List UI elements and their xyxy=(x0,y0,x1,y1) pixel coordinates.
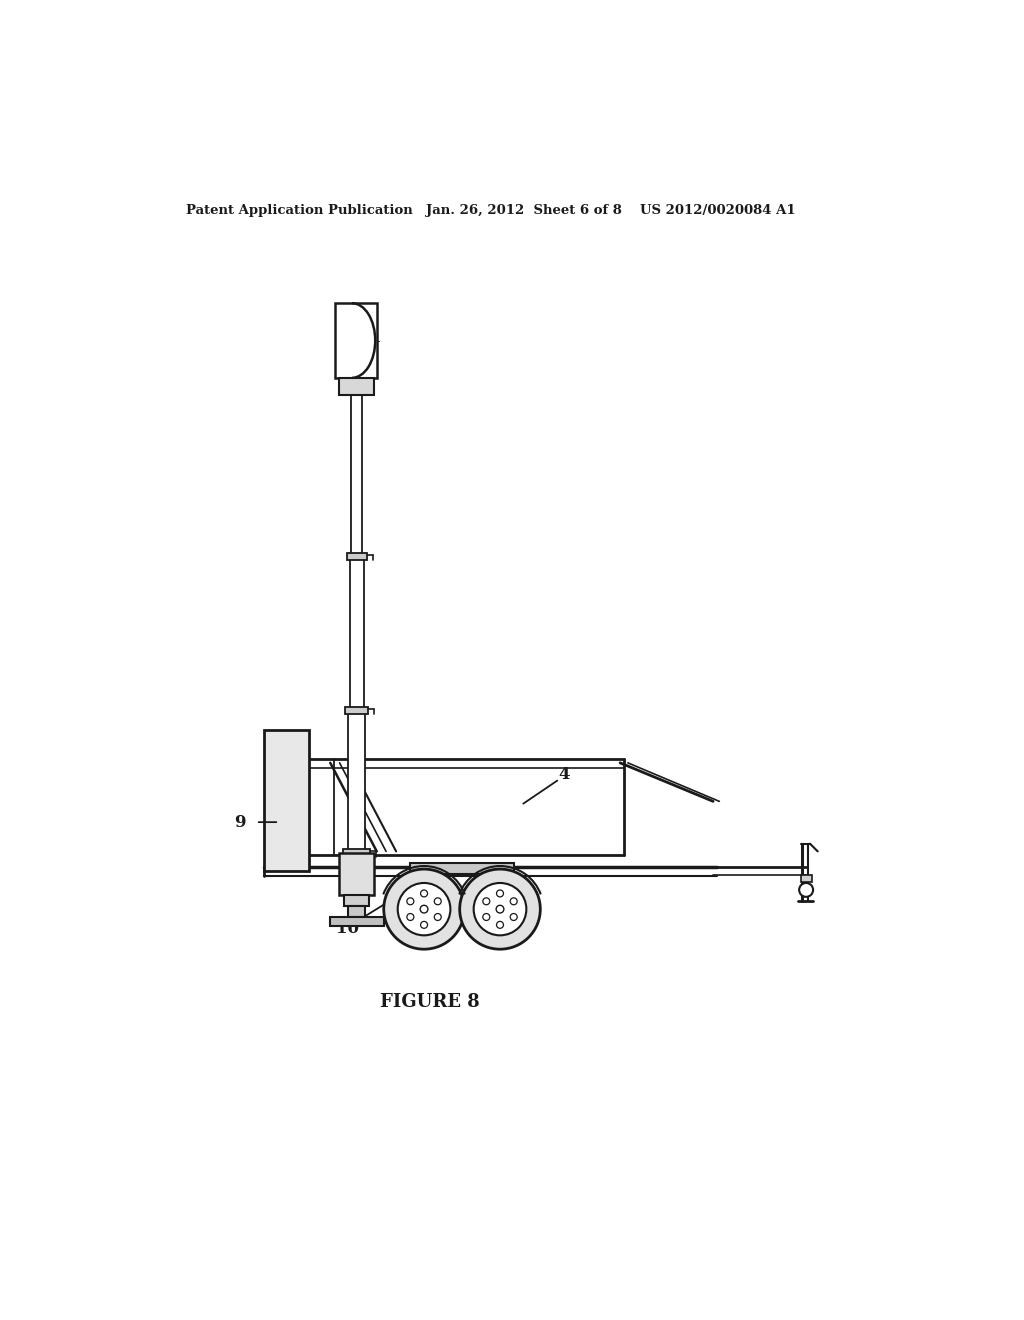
Bar xyxy=(343,849,370,857)
Text: FIGURE 8: FIGURE 8 xyxy=(380,993,480,1011)
Circle shape xyxy=(434,913,441,920)
Circle shape xyxy=(434,898,441,904)
Circle shape xyxy=(421,921,428,928)
Circle shape xyxy=(496,906,504,913)
Circle shape xyxy=(397,883,451,936)
Circle shape xyxy=(420,906,428,913)
Bar xyxy=(348,710,366,853)
Bar xyxy=(345,706,369,714)
Circle shape xyxy=(474,883,526,936)
Circle shape xyxy=(407,913,414,920)
Circle shape xyxy=(497,921,504,928)
Polygon shape xyxy=(335,304,377,378)
Circle shape xyxy=(460,869,541,949)
Text: Jan. 26, 2012  Sheet 6 of 8: Jan. 26, 2012 Sheet 6 of 8 xyxy=(426,205,623,218)
Bar xyxy=(410,863,514,874)
Circle shape xyxy=(407,898,414,904)
Bar xyxy=(349,557,364,710)
Text: US 2012/0020084 A1: US 2012/0020084 A1 xyxy=(640,205,795,218)
Bar xyxy=(339,378,375,395)
Text: 4: 4 xyxy=(558,766,569,783)
Bar xyxy=(330,917,384,927)
Bar xyxy=(351,395,362,557)
Text: Patent Application Publication: Patent Application Publication xyxy=(186,205,413,218)
Text: 10: 10 xyxy=(336,920,358,937)
Bar xyxy=(339,853,375,895)
Circle shape xyxy=(483,898,489,904)
Bar xyxy=(348,906,366,917)
Text: 9: 9 xyxy=(234,813,246,830)
Circle shape xyxy=(483,913,489,920)
Circle shape xyxy=(497,890,504,896)
Bar xyxy=(801,874,812,882)
Circle shape xyxy=(510,898,517,904)
Bar xyxy=(263,730,308,871)
Circle shape xyxy=(421,890,428,896)
Circle shape xyxy=(510,913,517,920)
Circle shape xyxy=(799,883,813,896)
Bar xyxy=(344,895,369,906)
Circle shape xyxy=(384,869,464,949)
Bar xyxy=(346,553,367,561)
